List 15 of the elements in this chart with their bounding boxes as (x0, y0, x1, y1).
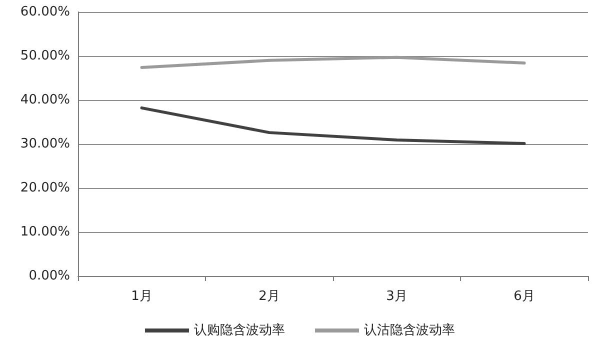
y-tick-label: 20.00% (20, 180, 70, 196)
x-tick-label: 1月 (131, 289, 152, 304)
line-series (140, 106, 526, 146)
x-tick-label: 2月 (258, 289, 280, 304)
line-series (140, 56, 526, 69)
y-tick-label: 40.00% (20, 92, 70, 108)
y-tick-label: 10.00% (20, 224, 70, 240)
y-tick-label: 60.00% (20, 4, 70, 20)
y-tick-label: 0.00% (28, 268, 70, 284)
x-tick-label: 6月 (514, 289, 535, 304)
legend-label: 认购隐含波动率 (194, 322, 285, 338)
x-tick-label: 3月 (386, 289, 408, 304)
legend-label: 认沽隐含波动率 (364, 322, 455, 338)
y-tick-label: 30.00% (20, 136, 70, 152)
y-tick-label: 50.00% (20, 48, 70, 64)
